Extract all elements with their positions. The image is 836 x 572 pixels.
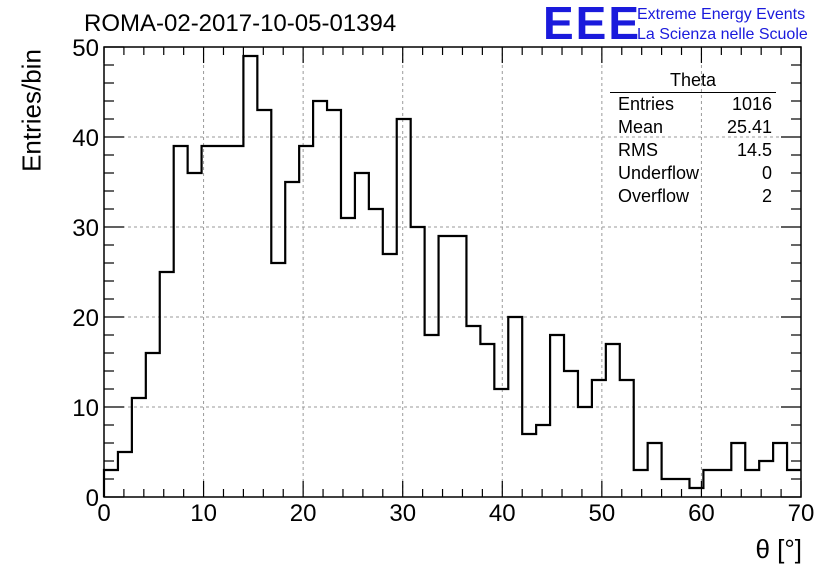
stats-value: 14.5 xyxy=(736,140,772,160)
logo-caption-line1: Extreme Energy Events xyxy=(637,6,806,23)
grid-lines xyxy=(104,47,801,497)
y-tick-label: 20 xyxy=(72,305,99,332)
stats-label: Entries xyxy=(618,94,675,114)
histogram-line xyxy=(102,54,801,497)
y-tick-label: 0 xyxy=(86,485,99,512)
stats-value: 0 xyxy=(761,163,772,183)
stats-title: Theta xyxy=(610,70,776,93)
stats-value: 25.41 xyxy=(726,117,772,137)
stats-value: 2 xyxy=(761,186,772,206)
stats-label: Overflow xyxy=(618,186,690,206)
x-tick-label: 70 xyxy=(788,500,815,527)
stats-row-overflow: Overflow 2 xyxy=(610,185,776,208)
stats-label: Mean xyxy=(618,117,664,137)
y-axis-label: Entries/bin xyxy=(16,49,47,172)
stats-value: 1016 xyxy=(731,94,772,114)
axes xyxy=(103,46,802,498)
x-tick-label: 40 xyxy=(489,500,516,527)
plot-frame xyxy=(103,46,802,498)
stats-row-mean: Mean 25.41 xyxy=(610,116,776,139)
y-tick-label: 30 xyxy=(72,215,99,242)
logo-caption-line2: La Scienza nelle Scuole xyxy=(637,26,808,43)
stats-box: Theta Entries 1016 Mean 25.41 RMS 14.5 U… xyxy=(610,70,776,208)
x-tick-label: 10 xyxy=(190,500,217,527)
x-tick-label: 50 xyxy=(589,500,616,527)
y-tick-label: 50 xyxy=(72,35,99,62)
stats-label: RMS xyxy=(618,140,658,160)
x-tick-label: 30 xyxy=(389,500,416,527)
stats-row-underflow: Underflow 0 xyxy=(610,162,776,185)
x-axis-label: θ [°] xyxy=(755,534,802,564)
x-tick-label: 0 xyxy=(97,500,110,527)
stats-row-entries: Entries 1016 xyxy=(610,93,776,116)
logo-caption: Extreme Energy Events La Scienza nelle S… xyxy=(637,5,808,45)
stats-row-rms: RMS 14.5 xyxy=(610,139,776,162)
x-tick-label: 60 xyxy=(688,500,715,527)
x-tick-label: 20 xyxy=(290,500,317,527)
ticks xyxy=(103,46,802,498)
stats-label: Underflow xyxy=(618,163,700,183)
y-tick-label: 40 xyxy=(72,125,99,152)
y-tick-label: 10 xyxy=(72,395,99,422)
eee-logo: EEE xyxy=(543,0,642,49)
run-title: ROMA-02-2017-10-05-01394 xyxy=(84,10,397,37)
